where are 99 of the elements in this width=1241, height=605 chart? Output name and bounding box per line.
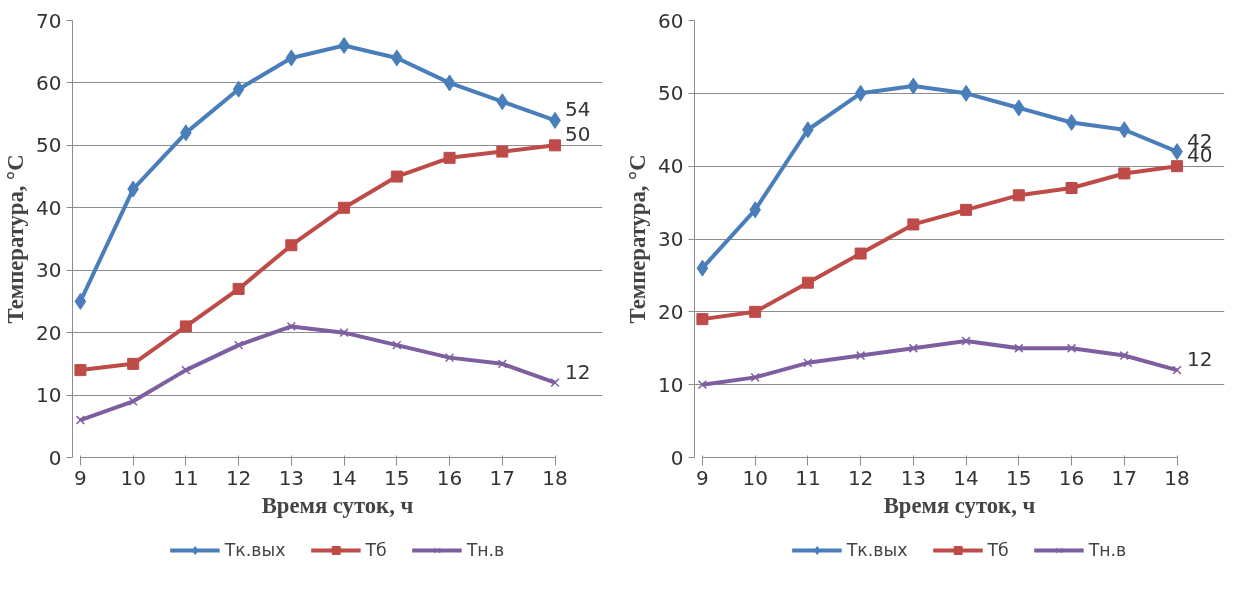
x-tick-label: 13 xyxy=(900,465,927,490)
point xyxy=(697,380,708,390)
point xyxy=(908,343,918,353)
x-tick-label: 11 xyxy=(173,465,199,490)
point xyxy=(390,170,403,183)
point xyxy=(75,415,86,425)
data-label: 54 xyxy=(565,97,591,122)
point xyxy=(496,93,509,111)
point xyxy=(285,49,298,67)
point xyxy=(1065,113,1078,131)
x-tick-label: 14 xyxy=(331,465,357,490)
point xyxy=(750,372,760,383)
point xyxy=(1118,121,1131,139)
x-axis-title: Время суток, ч xyxy=(883,492,1036,518)
x-tick-label: 9 xyxy=(696,465,709,490)
point xyxy=(444,352,455,363)
y-tick-label: 20 xyxy=(658,299,684,324)
point xyxy=(803,358,813,368)
point xyxy=(696,259,709,277)
point xyxy=(550,377,560,388)
point xyxy=(496,145,509,158)
point xyxy=(907,77,920,95)
point xyxy=(854,84,867,102)
y-tick-label: 0 xyxy=(48,445,62,470)
y-tick-label: 50 xyxy=(658,81,684,106)
x-tick-label: 12 xyxy=(225,465,252,490)
x-axis-title: Время суток, ч xyxy=(261,492,414,518)
y-axis-title: Температура, °С xyxy=(3,154,29,324)
point xyxy=(443,74,456,92)
point xyxy=(74,364,87,377)
point xyxy=(181,365,191,375)
point xyxy=(1172,365,1182,375)
point xyxy=(801,276,814,289)
point xyxy=(960,203,973,216)
point xyxy=(1171,160,1184,173)
point xyxy=(286,321,296,332)
point xyxy=(339,328,349,338)
y-tick-label: 60 xyxy=(658,8,684,33)
data-label: 50 xyxy=(565,122,591,147)
x-tick-label: 17 xyxy=(489,465,516,490)
x-tick-label: 9 xyxy=(74,465,87,490)
y-tick-label: 40 xyxy=(36,195,62,220)
y-tick-label: 50 xyxy=(36,133,62,158)
y-axis-title: Температура, °С xyxy=(625,154,651,324)
y-tick-label: 10 xyxy=(658,372,684,397)
point xyxy=(855,350,866,361)
y-tick-label: 30 xyxy=(36,258,62,283)
point xyxy=(285,239,298,252)
y-tick-label: 10 xyxy=(36,383,62,408)
legend-label: Тк.вых xyxy=(846,540,908,560)
point xyxy=(497,359,507,369)
point xyxy=(1118,167,1131,180)
x-tick-label: 18 xyxy=(542,465,568,490)
legend-label: Тб xyxy=(365,540,387,560)
x-tick-label: 16 xyxy=(436,465,463,490)
x-tick-label: 15 xyxy=(1006,465,1032,490)
x-tick-label: 12 xyxy=(847,465,874,490)
data-label: 12 xyxy=(565,359,591,384)
data-label: 12 xyxy=(1187,347,1213,372)
y-tick-label: 20 xyxy=(36,320,62,345)
x-tick-label: 11 xyxy=(795,465,821,490)
point xyxy=(338,201,351,214)
point xyxy=(443,151,456,164)
point xyxy=(392,340,402,350)
y-tick-label: 30 xyxy=(658,227,684,251)
legend-label: Тн.в xyxy=(466,540,505,560)
point xyxy=(1012,189,1025,202)
point xyxy=(232,282,245,295)
x-tick-label: 13 xyxy=(278,465,305,490)
point xyxy=(696,313,709,326)
x-tick-label: 17 xyxy=(1111,465,1138,490)
legend-label: Тн.в xyxy=(1088,540,1127,560)
point xyxy=(74,292,87,310)
legend-label: Тк.вых xyxy=(224,540,286,560)
point xyxy=(1065,182,1078,195)
point xyxy=(127,357,140,370)
y-tick-label: 0 xyxy=(670,445,684,470)
point xyxy=(907,218,920,231)
x-tick-label: 10 xyxy=(742,465,768,490)
point xyxy=(1066,343,1077,353)
point xyxy=(961,336,971,346)
legend-label: Тб xyxy=(987,540,1009,560)
y-tick-label: 40 xyxy=(658,154,684,179)
point xyxy=(854,247,867,260)
point xyxy=(1014,343,1024,353)
point xyxy=(179,320,192,333)
point xyxy=(233,340,244,350)
point xyxy=(1119,350,1129,361)
y-tick-label: 70 xyxy=(36,8,62,33)
point xyxy=(232,80,245,98)
x-tick-label: 18 xyxy=(1164,465,1190,490)
point xyxy=(749,305,762,318)
x-tick-label: 10 xyxy=(120,465,146,490)
x-tick-label: 16 xyxy=(1058,465,1085,490)
point xyxy=(128,396,138,406)
x-tick-label: 14 xyxy=(953,465,979,490)
point xyxy=(549,139,562,152)
x-tick-label: 15 xyxy=(384,465,410,490)
y-tick-label: 60 xyxy=(36,70,62,95)
